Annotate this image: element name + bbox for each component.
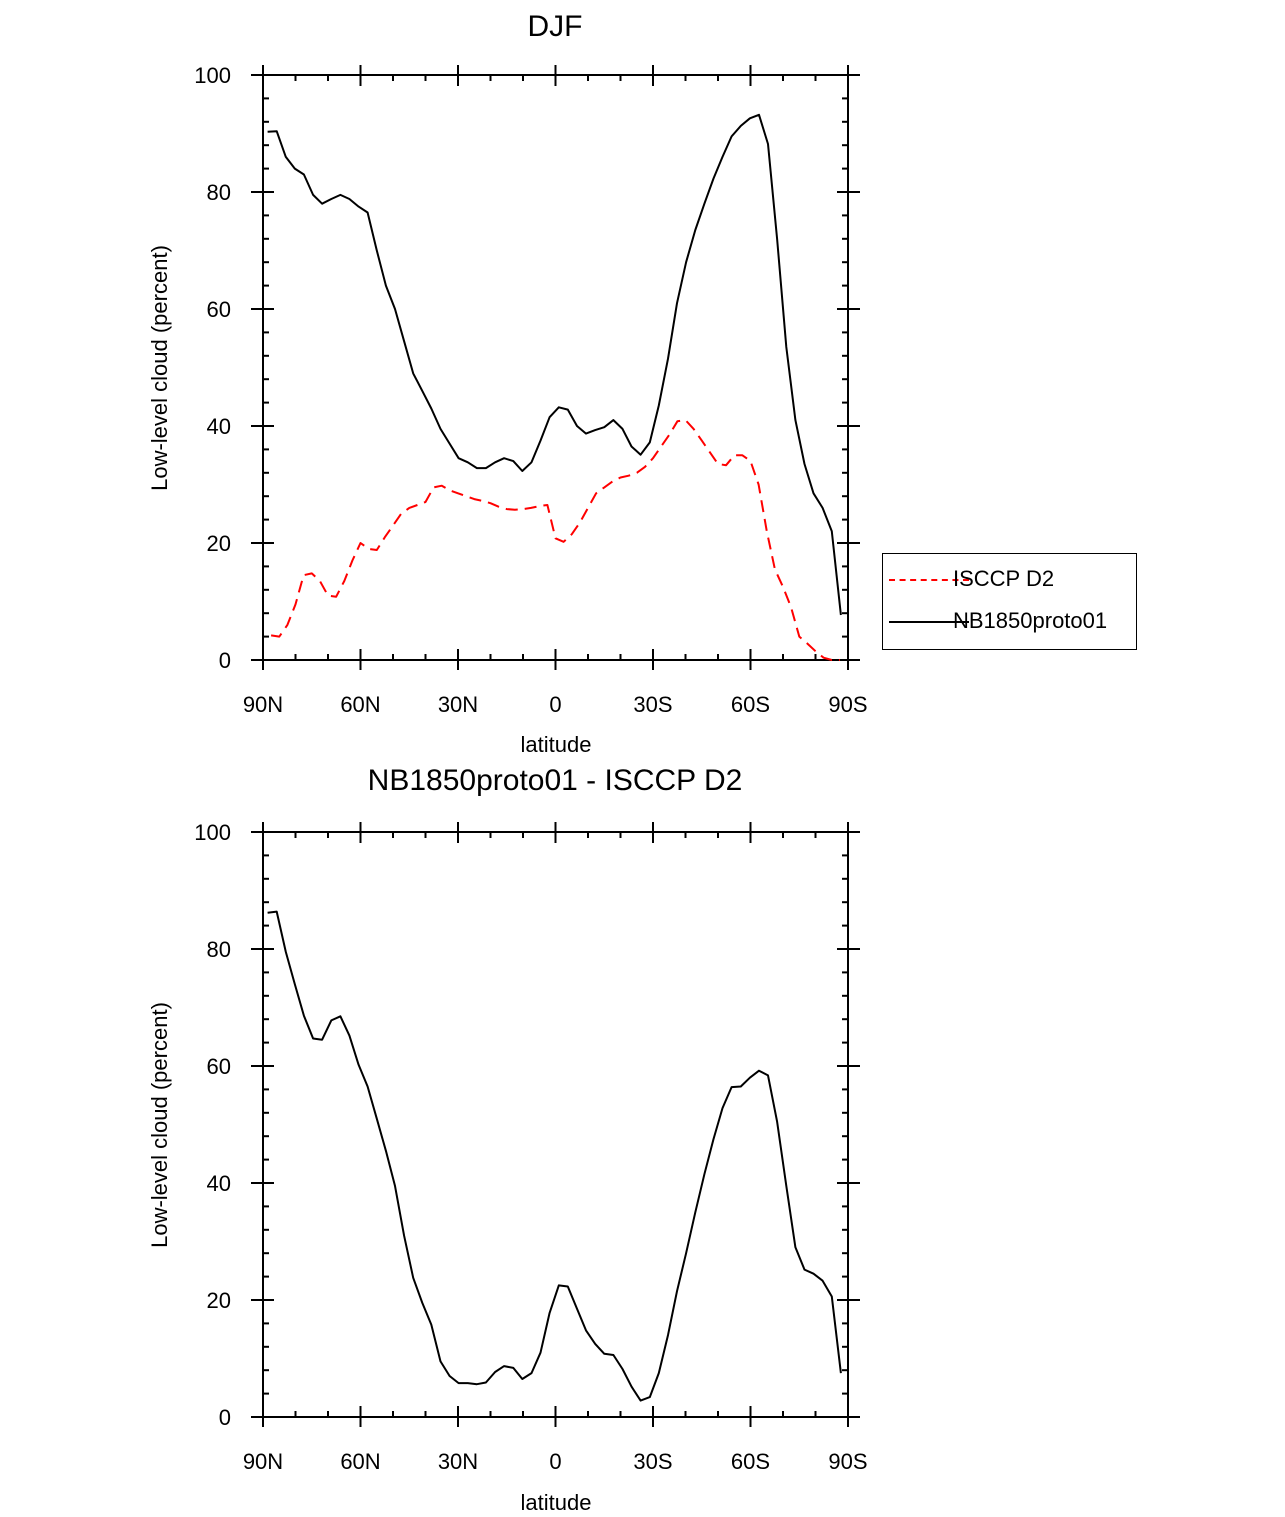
axis-ticks: 90N 60N 30N 0 30S 60S 90S 0 20 40 60 80 100 <box>194 63 867 717</box>
y-tick-label: 80 <box>207 180 231 205</box>
x-tick-label: 90S <box>828 692 867 717</box>
y-tick-label: 40 <box>207 414 231 439</box>
legend-label: NB1850proto01 <box>953 608 1108 633</box>
x-tick-label: 60N <box>340 1449 380 1474</box>
x-tick-label: 0 <box>549 1449 561 1474</box>
series-layer <box>267 113 842 661</box>
x-tick-label: 30N <box>438 692 478 717</box>
legend-item-isccp: ISCCP D2 <box>883 564 1138 594</box>
x-tick-label: 30S <box>633 692 672 717</box>
chart-title: NB1850proto01 - ISCCP D2 <box>368 764 743 797</box>
legend-swatch-solid-black <box>889 621 969 623</box>
y-tick-label: 100 <box>194 820 231 845</box>
plot-frame <box>262 831 849 1418</box>
legend-swatch-dashed-red <box>889 579 969 581</box>
y-axis-label: Low-level cloud (percent) <box>147 1002 172 1248</box>
panel-djf: DJF latitude Low-level cloud (percent) 9… <box>147 10 868 757</box>
x-tick-label: 60S <box>731 692 770 717</box>
x-tick-label: 90N <box>243 1449 283 1474</box>
x-axis-label: latitude <box>521 732 592 757</box>
x-tick-label: 0 <box>549 692 561 717</box>
panel-difference: NB1850proto01 - ISCCP D2 latitude Low-le… <box>147 764 868 1515</box>
x-tick-label: 30S <box>633 1449 672 1474</box>
series-layer <box>267 910 842 1402</box>
legend: ISCCP D2 NB1850proto01 <box>882 553 1137 650</box>
legend-item-model: NB1850proto01 <box>883 606 1138 636</box>
axis-ticks: 90N 60N 30N 0 30S 60S 90S 0 20 40 60 80 100 <box>194 820 867 1474</box>
x-tick-label: 90S <box>828 1449 867 1474</box>
y-tick-label: 60 <box>207 1054 231 1079</box>
series-line-isccp-d2 <box>270 419 840 661</box>
series-line-nb1850proto01 <box>267 113 842 616</box>
x-axis-label: latitude <box>521 1490 592 1515</box>
y-tick-label: 60 <box>207 297 231 322</box>
x-tick-label: 30N <box>438 1449 478 1474</box>
y-tick-label: 20 <box>207 531 231 556</box>
x-tick-label: 60S <box>731 1449 770 1474</box>
y-axis-label: Low-level cloud (percent) <box>147 245 172 491</box>
legend-label: ISCCP D2 <box>953 566 1055 591</box>
y-tick-label: 100 <box>194 63 231 88</box>
x-tick-label: 90N <box>243 692 283 717</box>
chart-title: DJF <box>528 10 583 43</box>
y-tick-label: 0 <box>219 648 231 673</box>
x-tick-label: 60N <box>340 692 380 717</box>
y-tick-label: 80 <box>207 937 231 962</box>
plot-frame <box>262 74 849 661</box>
series-line-nb1850proto01-isccp-d2 <box>267 910 842 1402</box>
y-tick-label: 20 <box>207 1288 231 1313</box>
y-tick-label: 40 <box>207 1171 231 1196</box>
y-tick-label: 0 <box>219 1405 231 1430</box>
